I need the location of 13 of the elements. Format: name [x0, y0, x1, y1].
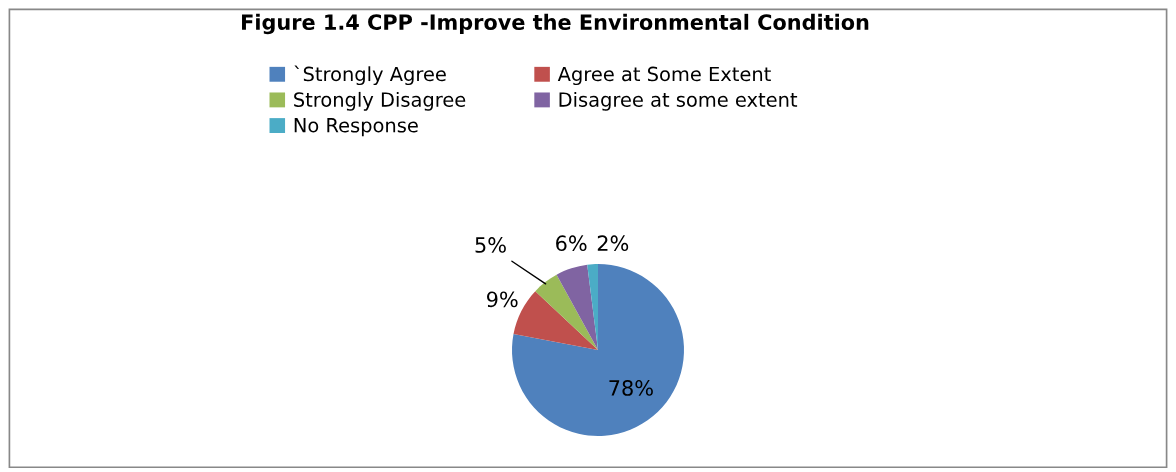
data-label: 9% [487, 291, 518, 308]
legend-label: Disagree at some extent [559, 91, 798, 111]
legend-label: `Strongly Agree [294, 65, 446, 86]
legend-label: Agree at Some Extent [557, 66, 771, 86]
data-label: 2% [597, 235, 629, 252]
chart-title: Figure 1.4 CPP -Improve the Environmental Condition [242, 13, 869, 35]
legend-label: Strongly Disagree [294, 91, 466, 111]
data-label: 5% [475, 237, 506, 253]
pie-slice [556, 264, 598, 350]
data-label: 78% [609, 380, 653, 396]
data-label: 6% [556, 235, 587, 252]
legend-label: No Response [294, 118, 418, 137]
pie-slice [535, 274, 598, 350]
